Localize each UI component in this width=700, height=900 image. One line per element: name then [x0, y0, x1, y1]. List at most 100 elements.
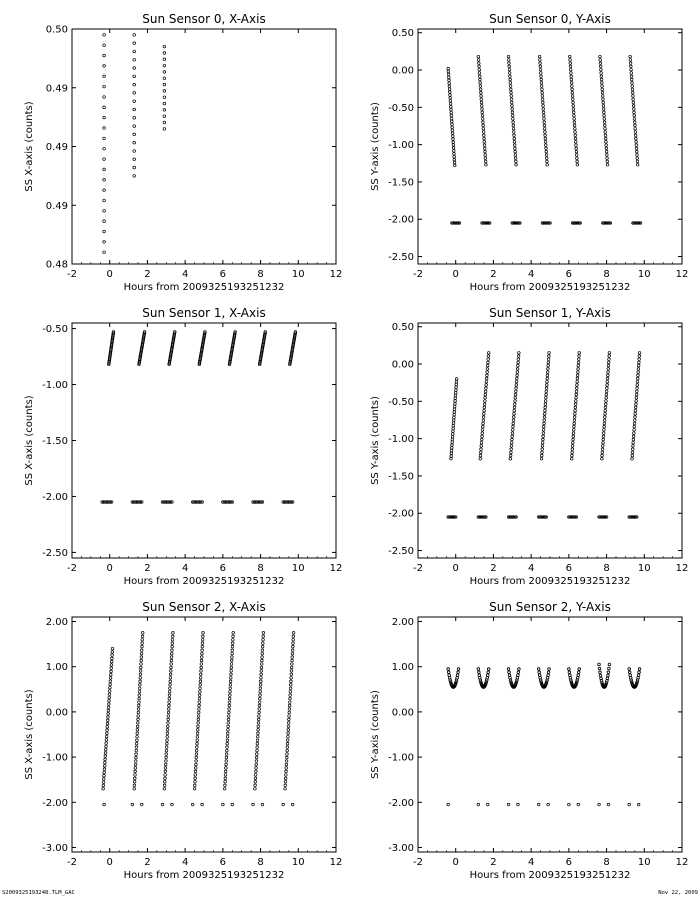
data-point	[291, 641, 295, 645]
data-point	[196, 717, 200, 722]
data-point	[286, 731, 290, 735]
data-point	[254, 766, 258, 770]
data-point	[167, 700, 171, 704]
data-point	[635, 153, 639, 157]
data-point	[601, 441, 605, 445]
y-tick-label: 0.50	[46, 25, 68, 36]
data-point	[451, 146, 456, 150]
data-point	[257, 707, 261, 711]
data-point	[537, 54, 542, 59]
data-point	[480, 428, 485, 432]
data-point	[163, 780, 167, 784]
data-point	[194, 762, 198, 767]
data-point	[138, 679, 142, 683]
data-point	[138, 500, 143, 504]
data-point	[132, 66, 136, 70]
data-point	[486, 221, 491, 225]
data-point	[546, 221, 550, 225]
data-point	[577, 670, 581, 674]
data-point	[606, 802, 611, 807]
data-point	[604, 136, 608, 141]
data-point	[516, 360, 520, 365]
data-point	[478, 81, 482, 85]
data-point	[484, 163, 488, 167]
data-point	[544, 153, 549, 157]
data-point	[102, 147, 106, 151]
data-point	[162, 89, 167, 93]
data-point	[603, 127, 607, 131]
data-point	[226, 728, 230, 732]
data-point	[477, 670, 481, 674]
data-point	[573, 408, 577, 413]
data-point	[482, 515, 486, 519]
data-point	[448, 515, 452, 519]
plot-frame	[71, 616, 337, 853]
data-point	[256, 731, 260, 735]
data-point	[104, 744, 108, 749]
data-point	[514, 383, 518, 387]
data-point	[598, 670, 602, 674]
data-point	[105, 721, 110, 726]
data-point	[546, 357, 551, 361]
data-point	[604, 146, 609, 151]
data-point	[255, 738, 260, 742]
data-point	[162, 82, 167, 87]
data-point	[132, 780, 137, 784]
data-point	[598, 61, 603, 65]
data-point	[597, 666, 602, 671]
data-point	[600, 457, 604, 461]
data-point	[604, 150, 609, 154]
data-point	[570, 450, 574, 455]
data-point	[543, 405, 547, 410]
data-point	[604, 221, 608, 225]
data-point	[171, 631, 175, 635]
data-point	[164, 748, 169, 753]
data-point	[544, 221, 548, 225]
data-point	[449, 110, 453, 115]
chart-title: Sun Sensor 2, X-Axis	[142, 600, 265, 614]
data-point	[632, 221, 636, 225]
data-point	[570, 91, 574, 95]
data-point	[229, 669, 233, 673]
data-point	[633, 127, 637, 131]
data-point	[477, 515, 482, 519]
data-point	[197, 700, 201, 704]
data-point	[479, 441, 484, 445]
data-point	[257, 714, 261, 718]
data-point	[453, 221, 457, 225]
data-point	[540, 447, 544, 451]
data-point	[162, 783, 167, 787]
data-point	[570, 453, 574, 458]
data-point	[545, 380, 549, 384]
data-point	[130, 802, 134, 807]
data-point	[636, 221, 641, 225]
data-point	[600, 87, 604, 92]
data-point	[201, 638, 205, 642]
data-point	[132, 33, 136, 37]
data-point	[479, 91, 483, 95]
data-point	[257, 700, 262, 704]
y-tick-label: -1.00	[388, 140, 414, 151]
data-point	[162, 70, 167, 74]
x-tick-label: 4	[182, 857, 188, 868]
data-point	[230, 500, 234, 504]
data-point	[540, 221, 545, 225]
data-point	[544, 396, 548, 400]
data-point	[228, 690, 232, 694]
data-point	[633, 415, 637, 419]
chart-title: Sun Sensor 0, Y-Axis	[489, 12, 611, 26]
data-point	[598, 54, 602, 59]
data-point	[599, 68, 603, 72]
data-point	[571, 431, 576, 435]
data-point	[537, 515, 541, 519]
data-point	[507, 670, 511, 674]
data-point	[600, 447, 605, 451]
data-point	[194, 766, 198, 770]
data-point	[511, 425, 515, 429]
data-point	[631, 434, 636, 438]
data-point	[602, 421, 607, 426]
data-point	[108, 679, 113, 683]
data-point	[165, 742, 169, 746]
data-point	[478, 87, 483, 92]
data-point	[109, 673, 113, 677]
